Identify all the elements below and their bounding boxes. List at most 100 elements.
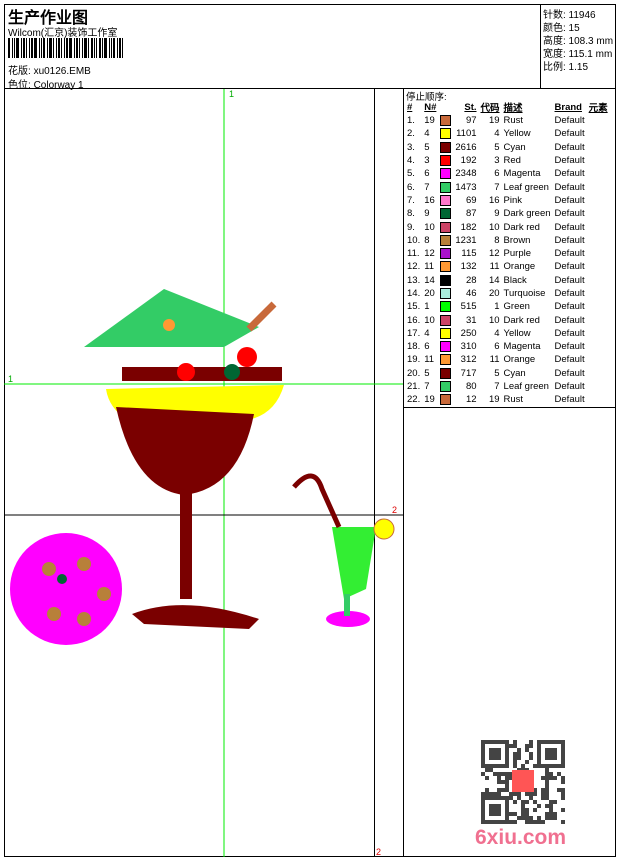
cell-brand: Default [554, 248, 585, 260]
qr-module [525, 744, 529, 748]
swatch-cell [438, 274, 453, 287]
qr-module [509, 776, 513, 780]
qr-module [489, 756, 493, 760]
qr-module [529, 820, 533, 824]
color-swatch [440, 381, 452, 393]
qr-module [561, 776, 565, 780]
qr-module [501, 740, 505, 744]
qr-module [489, 808, 493, 812]
qr-module [493, 792, 497, 796]
cell-n: 1 [424, 301, 430, 313]
color-swatch [440, 115, 452, 127]
element-cell [587, 274, 610, 287]
barcode-bar [34, 38, 37, 58]
qr-module [525, 820, 529, 824]
qr-module [549, 812, 553, 816]
qr-module [497, 796, 501, 800]
qr-module [521, 808, 525, 812]
qr-module [489, 804, 493, 808]
table-row: 12. 11 132 11 Orange Default [405, 260, 610, 273]
swatch-cell [438, 180, 453, 193]
cell-code: 5 [494, 141, 500, 153]
cell-i: 17. [407, 327, 421, 339]
cell-i: 8. [407, 208, 415, 220]
qr-module [521, 764, 525, 768]
table-row: 10. 8 1231 8 Brown Default [405, 234, 610, 247]
design-value: xu0126.EMB [33, 66, 91, 77]
barcode-bar [47, 38, 48, 58]
qr-module [481, 756, 485, 760]
qr-module [553, 752, 557, 756]
element-cell [587, 167, 610, 180]
color-swatch [440, 341, 452, 353]
cell-brand: Default [554, 234, 585, 246]
cell-i: 19. [407, 354, 421, 366]
qr-module [493, 756, 497, 760]
cell-code: 4 [494, 327, 500, 339]
qr-module [545, 740, 549, 744]
barcode-bar [49, 38, 52, 58]
qr-module [493, 748, 497, 752]
swatch-cell [438, 287, 453, 300]
column-header: St. [464, 101, 477, 113]
qr-module [541, 764, 545, 768]
qr-module [517, 756, 521, 760]
cell-code: 16 [488, 194, 500, 206]
qr-module [553, 816, 557, 820]
qr-module [517, 792, 521, 796]
qr-module [481, 772, 485, 776]
qr-module [545, 784, 549, 788]
barcode-bar [39, 38, 40, 58]
cell-n: 7 [424, 381, 430, 393]
qr-module [497, 780, 501, 784]
stop-sequence-title: 停止顺序: [406, 92, 447, 103]
qr-module [561, 796, 565, 800]
qr-module [513, 792, 517, 796]
qr-module [481, 792, 485, 796]
qr-module [489, 740, 493, 744]
qr-module [493, 804, 497, 808]
company-name: Wilcom(汇京)装饰工作室 [8, 28, 118, 39]
cell-brand: Default [554, 341, 585, 353]
barcode-bar [82, 38, 83, 58]
design-height: 高度: 108.3 mm [543, 36, 614, 47]
qr-module [541, 788, 545, 792]
qr-module [481, 764, 485, 768]
qr-module [489, 752, 493, 756]
cell-desc: Yellow [503, 327, 531, 339]
qr-module [505, 816, 509, 820]
qr-module [533, 764, 537, 768]
cell-n: 7 [424, 181, 430, 193]
swatch-cell [438, 194, 453, 207]
cell-brand: Default [554, 155, 585, 167]
qr-module [481, 740, 485, 744]
qr-module [557, 764, 561, 768]
cell-brand: Default [554, 367, 585, 379]
qr-module [513, 740, 517, 744]
barcode-bar [94, 38, 95, 58]
barcode-bar [76, 38, 78, 58]
cell-n: 6 [424, 168, 430, 180]
element-cell [587, 234, 610, 247]
qr-module [553, 756, 557, 760]
qr-module [501, 780, 505, 784]
cell-i: 11. [407, 248, 420, 260]
qr-module [509, 792, 513, 796]
cell-code: 20 [488, 288, 500, 299]
qr-code [481, 740, 565, 824]
design-label: 花版: [8, 66, 31, 77]
barcode-bar [117, 38, 118, 58]
qr-module [485, 796, 489, 800]
cell-brand: Default [554, 115, 585, 127]
qr-module [497, 808, 501, 812]
qr-module [493, 812, 497, 816]
qr-module [541, 820, 545, 824]
cell-desc: Magenta [503, 341, 541, 353]
element-cell [587, 114, 610, 127]
cell-st: 28 [465, 274, 477, 286]
cell-st: 2348 [455, 168, 477, 180]
cell-desc: Cyan [503, 367, 526, 379]
color-swatch [440, 327, 452, 339]
qr-module [481, 804, 485, 808]
cell-brand: Default [554, 314, 585, 326]
